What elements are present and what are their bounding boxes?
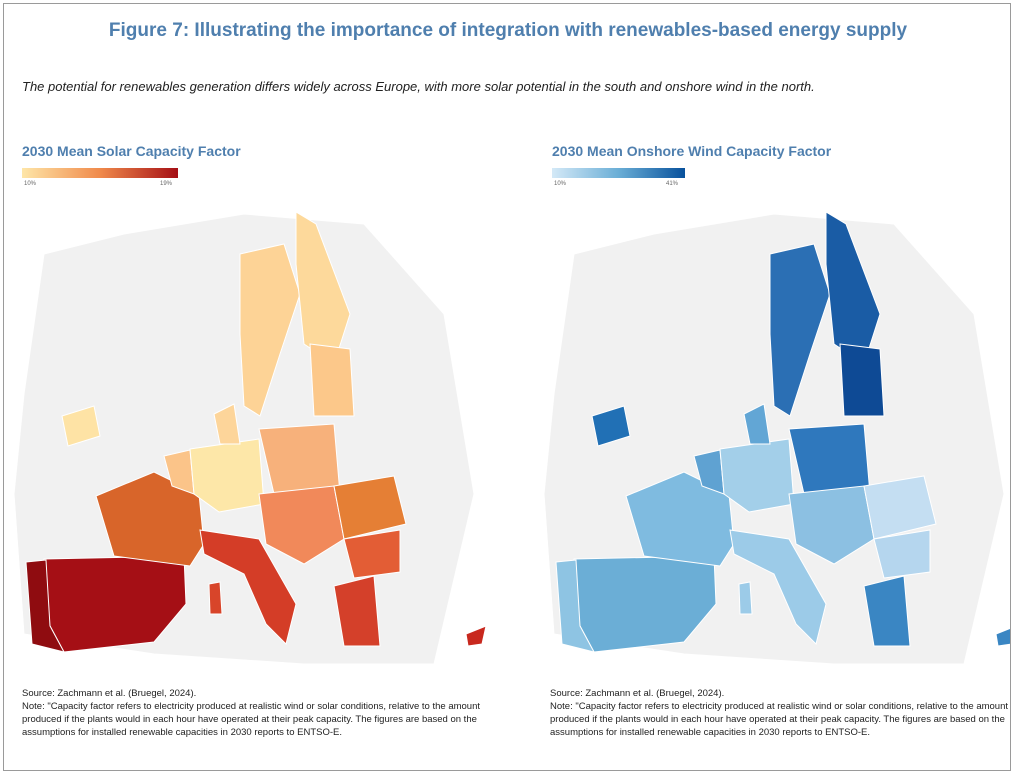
region-portugal xyxy=(25,559,65,653)
source-note: Source: Zachmann et al. (Bruegel, 2024).… xyxy=(550,687,1010,739)
map-title: 2030 Mean Solar Capacity Factor xyxy=(22,143,241,159)
legend-max: 19% xyxy=(160,181,173,187)
region-poland xyxy=(788,423,871,495)
region-baltics xyxy=(839,343,885,417)
region-romania xyxy=(863,475,937,540)
region-sardinia xyxy=(738,581,753,615)
region-germany xyxy=(719,438,795,513)
source: Source: Zachmann et al. (Bruegel, 2024). xyxy=(550,688,725,699)
region-greece xyxy=(333,575,381,647)
region-sweden xyxy=(769,243,831,417)
region-denmark xyxy=(743,403,771,445)
note: Note: "Capacity factor refers to electri… xyxy=(22,701,480,738)
legend-min: 10% xyxy=(554,181,567,187)
legend-bar xyxy=(552,168,685,178)
region-cyprus xyxy=(465,625,487,647)
region-germany xyxy=(189,438,265,513)
figure: Figure 7: Illustrating the importance of… xyxy=(3,3,1011,771)
source: Source: Zachmann et al. (Bruegel, 2024). xyxy=(22,688,197,699)
region-greece xyxy=(863,575,911,647)
legend-bar xyxy=(22,168,178,178)
region-italy xyxy=(729,529,827,645)
region-poland xyxy=(258,423,341,495)
note: Note: "Capacity factor refers to electri… xyxy=(550,701,1008,738)
map-title: 2030 Mean Onshore Wind Capacity Factor xyxy=(552,143,832,159)
figure-title: Figure 7: Illustrating the importance of… xyxy=(108,20,908,41)
maps xyxy=(13,211,1010,665)
region-portugal xyxy=(555,559,595,653)
legend-min: 10% xyxy=(24,181,37,187)
region-bulgaria xyxy=(873,529,931,579)
region-sweden xyxy=(239,243,301,417)
region-cyprus xyxy=(995,627,1010,647)
region-central xyxy=(258,485,345,565)
region-sardinia xyxy=(208,581,223,615)
region-romania xyxy=(333,475,407,540)
region-denmark xyxy=(213,403,241,445)
region-ireland xyxy=(61,405,101,447)
legend-max: 41% xyxy=(666,181,679,187)
region-baltics xyxy=(309,343,355,417)
region-ireland xyxy=(591,405,631,447)
figure-subtitle: The potential for renewables generation … xyxy=(22,79,815,94)
source-note: Source: Zachmann et al. (Bruegel, 2024).… xyxy=(22,687,492,739)
map xyxy=(543,211,1010,665)
region-italy xyxy=(199,529,297,645)
region-central xyxy=(788,485,875,565)
map xyxy=(13,211,487,665)
region-bulgaria xyxy=(343,529,401,579)
